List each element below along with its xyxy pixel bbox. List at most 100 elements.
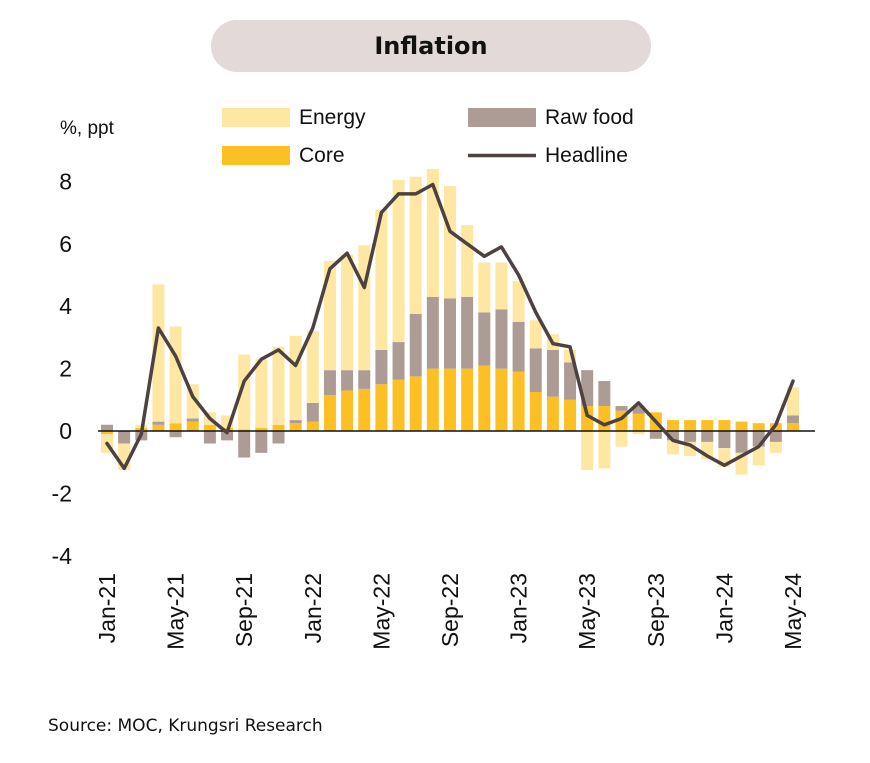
bar-energy <box>666 440 679 455</box>
x-tick-label: May-22 <box>368 573 394 650</box>
bar-core <box>461 368 474 431</box>
bar-raw-food <box>289 420 302 424</box>
x-tick-label: Sep-21 <box>231 573 257 647</box>
bar-energy <box>426 168 439 297</box>
bar-energy <box>409 176 422 314</box>
bar-core <box>101 431 113 435</box>
bar-energy <box>392 179 405 343</box>
bar-core <box>598 406 611 431</box>
bar-raw-food <box>444 298 456 369</box>
bar-raw-food <box>203 431 216 444</box>
bar-raw-food <box>221 431 234 441</box>
bar-core <box>358 388 371 431</box>
x-tick-label: Jan-24 <box>711 573 737 644</box>
x-axis-ticks: Jan-21 May-21 Sep-21 Jan-22 May-22 Sep-22 Jan-… <box>94 573 806 650</box>
bar-raw-food <box>701 431 714 442</box>
bar-energy <box>341 254 354 371</box>
bar-energy <box>272 346 285 425</box>
bar-raw-food <box>495 309 508 369</box>
bars <box>101 168 799 475</box>
y-tick-label: -2 <box>52 480 72 506</box>
bar-core <box>735 421 748 431</box>
bar-raw-food <box>615 406 628 411</box>
bar-raw-food <box>238 431 251 458</box>
y-tick-label: 0 <box>59 418 72 444</box>
bar-core <box>529 392 542 431</box>
bar-energy <box>238 354 251 430</box>
bar-raw-food <box>358 370 371 389</box>
bar-raw-food <box>186 418 199 422</box>
bar-core <box>787 423 799 431</box>
y-axis-label: %, ppt <box>60 118 115 139</box>
bar-raw-food <box>341 370 354 391</box>
bar-energy <box>306 331 319 403</box>
bar-raw-food <box>478 312 491 366</box>
bar-core <box>546 396 559 431</box>
bar-raw-food <box>169 431 182 438</box>
bar-core <box>632 413 645 431</box>
bar-core <box>289 423 302 431</box>
bar-energy <box>118 443 131 470</box>
bar-raw-food <box>649 431 662 439</box>
x-tick-label: Sep-22 <box>437 573 463 647</box>
bar-energy <box>169 326 182 424</box>
bar-core <box>581 406 594 431</box>
bar-core <box>426 368 439 431</box>
bar-raw-food <box>735 431 748 453</box>
bar-energy <box>581 431 594 470</box>
bar-core <box>495 368 508 431</box>
y-tick-label: 4 <box>59 293 72 319</box>
bar-raw-food <box>426 296 439 369</box>
chart-title: Inflation <box>374 32 488 60</box>
bar-raw-food <box>255 431 268 453</box>
bar-core <box>409 376 422 431</box>
bar-energy <box>478 262 491 313</box>
bar-core <box>152 424 165 431</box>
bar-raw-food <box>392 342 405 380</box>
y-tick-label: 6 <box>59 231 72 257</box>
x-tick-label: Sep-23 <box>643 573 669 647</box>
bar-energy <box>444 186 456 299</box>
bar-core <box>684 420 697 431</box>
bar-energy <box>769 441 782 453</box>
legend-swatch-energy <box>222 108 290 127</box>
legend-label-core: Core <box>299 144 345 167</box>
bar-energy <box>289 335 302 421</box>
legend-label-energy: Energy <box>299 106 366 129</box>
legend-swatch-raw-food <box>468 108 536 127</box>
bar-energy <box>495 262 508 310</box>
legend-swatch-core <box>222 146 290 165</box>
bar-energy <box>787 387 799 416</box>
bar-energy <box>615 431 628 447</box>
y-tick-label: -4 <box>52 543 73 569</box>
bar-raw-food <box>272 431 285 444</box>
bar-raw-food <box>529 348 542 392</box>
bar-core <box>444 368 456 431</box>
bar-core <box>169 423 182 431</box>
bar-raw-food <box>787 415 799 424</box>
bar-raw-food <box>598 381 611 407</box>
bar-raw-food <box>306 402 319 422</box>
bar-core <box>255 427 268 431</box>
bar-core <box>306 421 319 431</box>
bar-core <box>564 399 577 431</box>
headline-line-group <box>105 182 795 471</box>
x-tick-label: May-21 <box>163 573 189 650</box>
bar-core <box>323 395 336 431</box>
bar-energy <box>461 225 474 297</box>
title-pill: Inflation <box>211 20 651 72</box>
bar-raw-food <box>118 431 131 444</box>
y-tick-label: 8 <box>59 168 72 194</box>
headline-line <box>105 182 795 471</box>
bar-core <box>203 424 216 431</box>
y-tick-label: 2 <box>59 356 72 382</box>
bar-raw-food <box>101 424 113 431</box>
x-tick-label: May-23 <box>574 573 600 650</box>
bar-raw-food <box>684 431 697 442</box>
bar-raw-food <box>546 349 559 397</box>
bar-energy <box>152 284 165 422</box>
bar-energy <box>529 320 542 349</box>
bar-energy <box>323 260 336 371</box>
bar-energy <box>375 209 388 350</box>
bar-raw-food <box>666 431 679 441</box>
